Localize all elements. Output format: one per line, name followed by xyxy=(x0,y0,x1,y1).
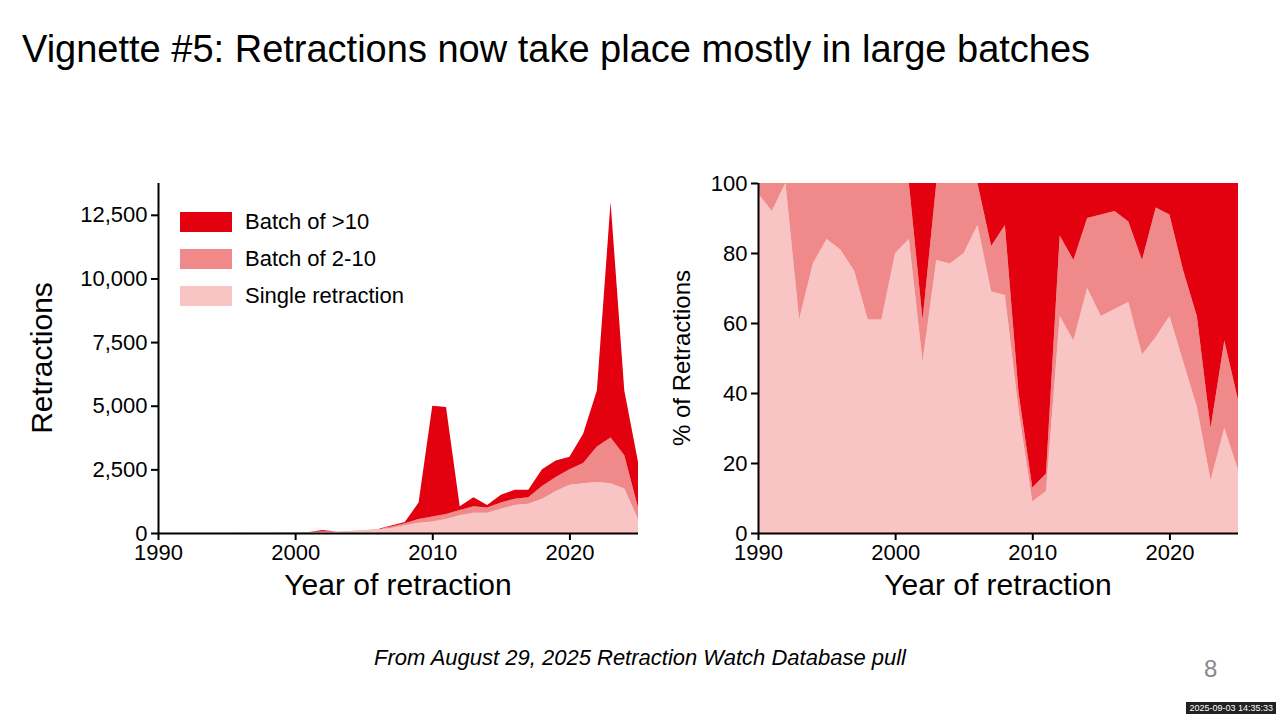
svg-text:40: 40 xyxy=(723,381,747,406)
svg-text:2,500: 2,500 xyxy=(92,457,147,482)
svg-text:80: 80 xyxy=(723,241,747,266)
html-text:From August 29, 2025 Retractio: From August 29, 2025 Retraction Watch Da… xyxy=(374,645,906,670)
html-text:% of Retractions: % of Retractions xyxy=(668,270,695,446)
svg-text:2010: 2010 xyxy=(408,540,457,565)
svg-text:2010: 2010 xyxy=(1008,540,1057,565)
svg-text:2000: 2000 xyxy=(871,540,920,565)
svg-text:2000: 2000 xyxy=(271,540,320,565)
svg-text:5,000: 5,000 xyxy=(92,393,147,418)
svg-text:2020: 2020 xyxy=(1145,540,1194,565)
svg-text:2020: 2020 xyxy=(545,540,594,565)
svg-text:1990: 1990 xyxy=(134,540,183,566)
html-text:Year of retraction: Year of retraction xyxy=(284,568,512,601)
html-text:Retractions: Retractions xyxy=(25,282,58,434)
svg-text:7,500: 7,500 xyxy=(92,330,147,355)
html-text:2025-09-03 14:35:33: 2025-09-03 14:35:33 xyxy=(1189,703,1273,713)
svg-text:12,500: 12,500 xyxy=(80,202,147,227)
svg-text:20: 20 xyxy=(723,451,747,476)
html-text:Vignette #5: Retractions now t: Vignette #5: Retractions now take place … xyxy=(22,28,1091,70)
svg-text:100: 100 xyxy=(711,171,748,196)
html-text:Year of retraction: Year of retraction xyxy=(884,568,1112,601)
html-text:8: 8 xyxy=(1204,655,1218,682)
html-text:Single retraction: Single retraction xyxy=(245,282,404,308)
html-text:Batch of 2-10: Batch of 2-10 xyxy=(245,245,376,271)
svg-text:10,000: 10,000 xyxy=(80,266,147,291)
html-text:Batch of >10: Batch of >10 xyxy=(245,208,370,234)
svg-text:0: 0 xyxy=(135,521,147,546)
svg-text:1990: 1990 xyxy=(734,540,783,566)
svg-text:60: 60 xyxy=(723,311,747,336)
svg-text:0: 0 xyxy=(735,521,747,546)
